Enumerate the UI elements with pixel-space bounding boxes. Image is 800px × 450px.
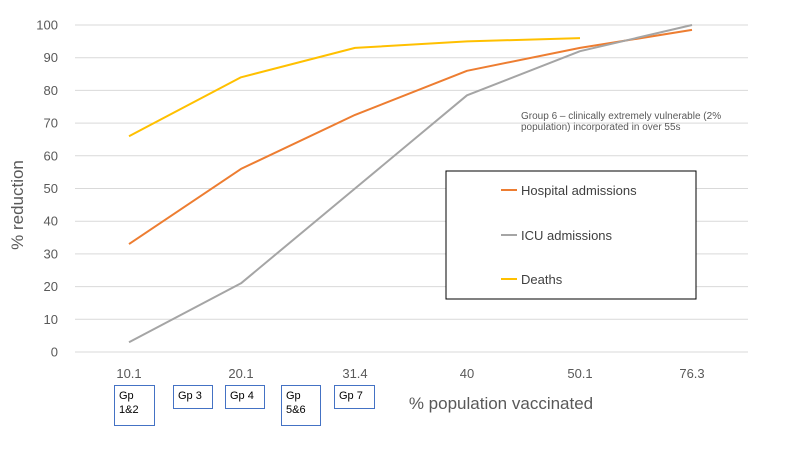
y-tick-label: 20 (44, 279, 58, 294)
legend-label: Hospital admissions (521, 183, 637, 198)
group-label-box: Gp 1&2 (114, 385, 155, 426)
x-tick-label: 50.1 (567, 366, 592, 381)
series-line-0 (128, 28, 693, 245)
y-tick-label: 90 (44, 50, 58, 65)
legend-label: ICU admissions (521, 228, 613, 243)
series-line-2 (128, 37, 581, 138)
y-tick-label: 0 (51, 345, 58, 360)
gridlines (75, 24, 748, 353)
group-label-box: Gp 3 (173, 385, 213, 409)
y-tick-label: 60 (44, 148, 58, 163)
x-tick-label: 31.4 (342, 366, 367, 381)
group-label-box: Gp 4 (225, 385, 265, 409)
legend: Hospital admissions ICU admissions Deaths (445, 170, 697, 300)
y-tick-label: 30 (44, 246, 58, 261)
series-line-1 (128, 24, 693, 344)
y-tick-label: 40 (44, 214, 58, 229)
y-tick-label: 100 (36, 18, 58, 33)
y-tick-label: 50 (44, 181, 58, 196)
x-tick-label: 10.1 (116, 366, 141, 381)
y-tick-label: 10 (44, 312, 58, 327)
x-tick-labels: 10.1 20.1 31.4 40 50.1 76.3 (116, 366, 704, 381)
series-lines (128, 24, 693, 344)
y-tick-label: 70 (44, 116, 58, 131)
group-label-box: Gp 7 (334, 385, 375, 409)
x-tick-label: 76.3 (679, 366, 704, 381)
x-tick-label: 40 (460, 366, 474, 381)
x-axis-title: % population vaccinated (409, 394, 593, 413)
group-label-box: Gp 5&6 (281, 385, 321, 426)
legend-label: Deaths (521, 272, 563, 287)
legend-box (445, 170, 697, 300)
y-tick-labels: 0 10 20 30 40 50 60 70 80 90 100 (36, 18, 58, 360)
y-tick-label: 80 (44, 83, 58, 98)
x-tick-label: 20.1 (228, 366, 253, 381)
annotation-line-2: population) incorporated in over 55s (521, 122, 681, 133)
annotation-line-1: Group 6 – clinically extremely vulnerabl… (521, 111, 721, 122)
y-axis-title: % reduction (8, 160, 27, 250)
